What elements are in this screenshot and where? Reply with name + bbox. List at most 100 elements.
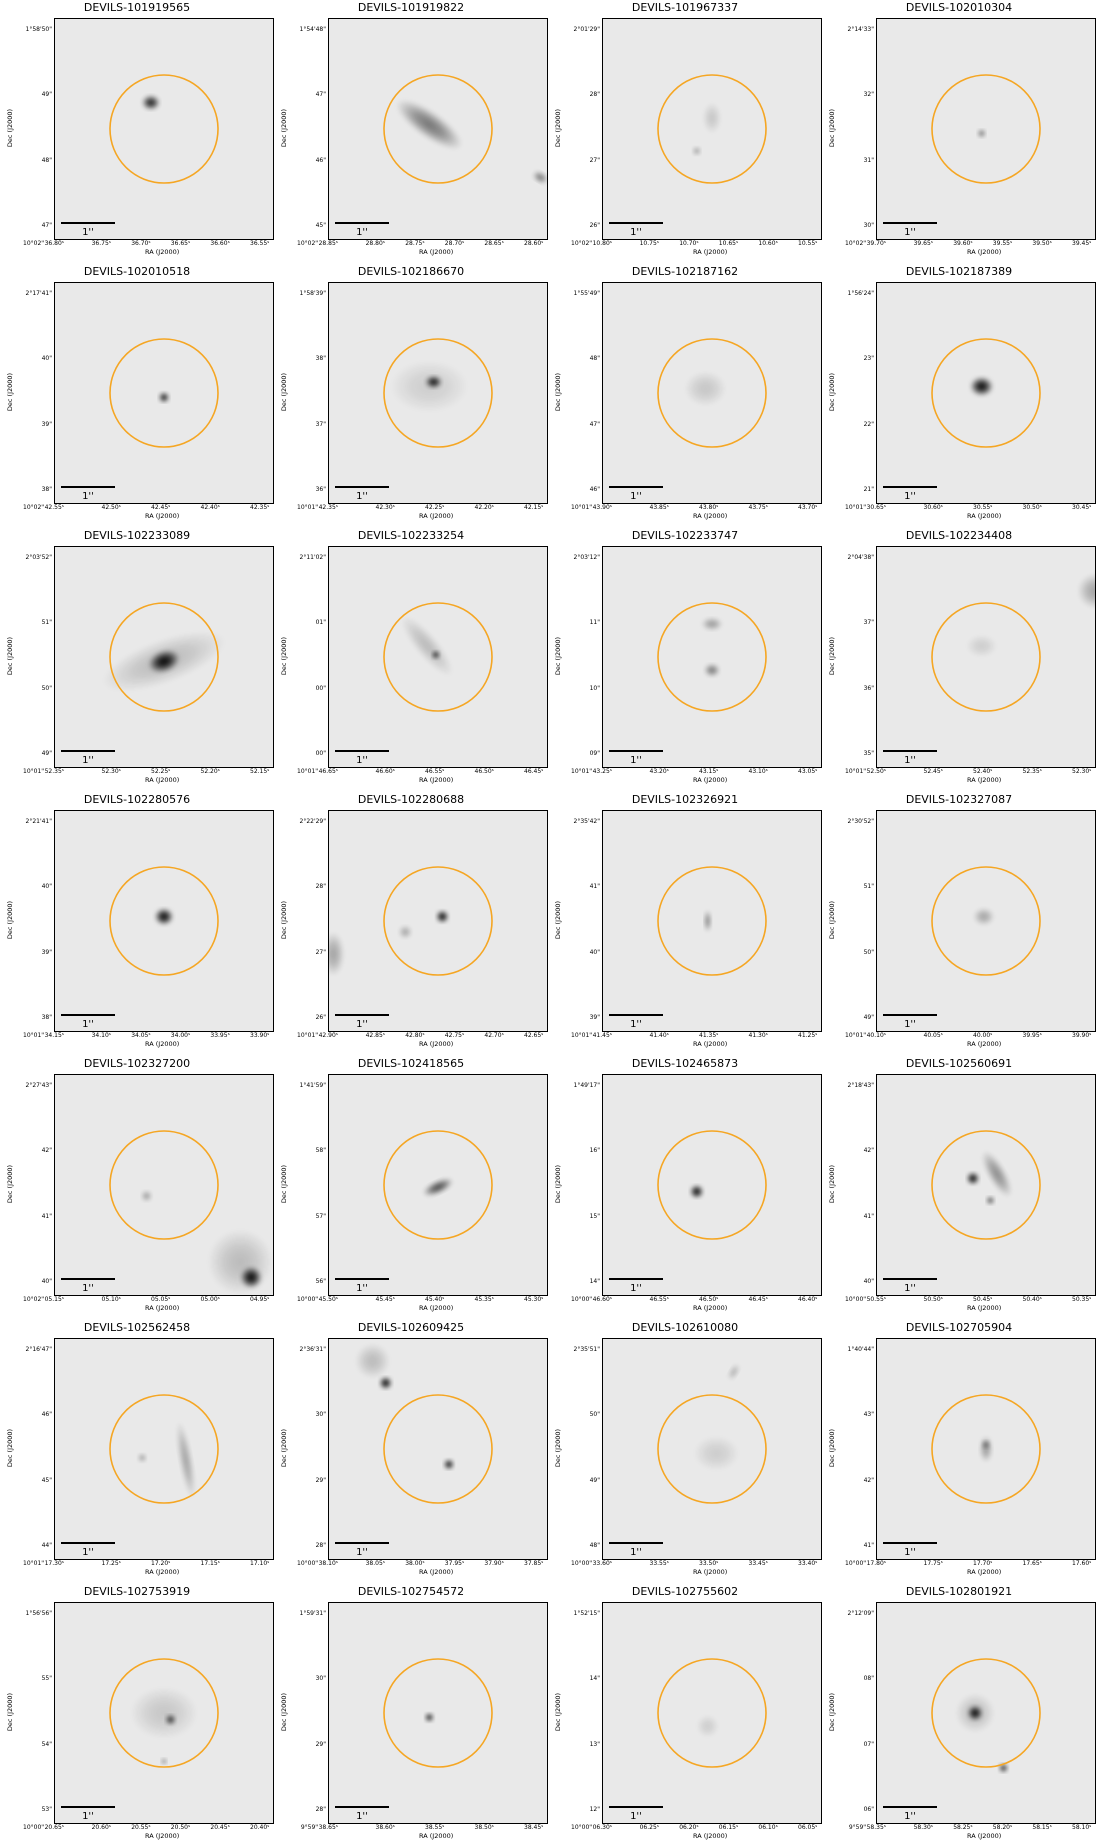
- x-axis-label: RA (J2000): [693, 1568, 728, 1576]
- galaxy-panel: DEVILS-102609425 1'' Dec (J2000) 2°36'31" 30…: [274, 1320, 548, 1583]
- x-axis-label: RA (J2000): [693, 248, 728, 256]
- galaxy-source: [158, 391, 170, 403]
- y-tick-label: 29": [315, 1476, 326, 1484]
- y-tick-label: 28": [315, 1806, 326, 1813]
- y-tick-label: 30": [315, 1411, 326, 1419]
- y-tick-label: 51": [863, 883, 874, 891]
- panel-title: DEVILS-102755602: [631, 1585, 739, 1598]
- x-axis-label: RA (J2000): [967, 1304, 1002, 1312]
- y-tick-label: 27": [589, 156, 600, 164]
- y-axis-label: Dec (J2000): [6, 108, 14, 148]
- galaxy-source: [102, 631, 226, 692]
- y-axis-label: Dec (J2000): [828, 108, 836, 148]
- galaxy-source: [207, 1229, 273, 1295]
- y-tick-label: 1°54'48": [299, 26, 327, 33]
- galaxy-image: 1'': [54, 282, 274, 504]
- x-tick-label: 41.25ˢ: [798, 1032, 818, 1039]
- x-tick-label: 36.65ˢ: [170, 240, 191, 247]
- scale-bar-label: 1'': [630, 1547, 642, 1558]
- x-tick-label: 39.60ˢ: [953, 240, 973, 247]
- y-tick-label: 42": [863, 1476, 874, 1484]
- x-tick-label: 28.75ˢ: [405, 240, 425, 247]
- x-tick-label: 38.60ˢ: [375, 1824, 395, 1831]
- galaxy-source: [689, 1184, 704, 1199]
- x-tick-label: 10°01''52.35ˢ: [23, 768, 64, 775]
- galaxy-image: 1'': [328, 18, 548, 240]
- x-axis-label: RA (J2000): [967, 776, 1002, 784]
- y-tick-label: 2°21'41": [25, 818, 53, 825]
- galaxy-source: [692, 146, 702, 156]
- x-tick-label: 41.35ˢ: [699, 1032, 719, 1039]
- x-tick-label: 42.20ˢ: [474, 504, 494, 511]
- panel-title: DEVILS-102609425: [357, 1321, 465, 1334]
- galaxy-panel: DEVILS-102186670 1'' Dec (J2000) 1°58'39" 38…: [274, 264, 548, 527]
- x-axis-label: RA (J2000): [967, 1568, 1002, 1576]
- scale-bar-label: 1'': [630, 755, 642, 766]
- y-tick-label: 1°58'50": [25, 26, 53, 33]
- x-axis-label: RA (J2000): [145, 248, 180, 256]
- y-tick-label: 31": [863, 156, 874, 164]
- y-axis-label: Dec (J2000): [280, 1428, 288, 1468]
- x-axis-label: RA (J2000): [967, 1832, 1002, 1840]
- x-tick-label: 43.80ˢ: [699, 504, 719, 511]
- x-tick-label: 10°01''41.45ˢ: [571, 1032, 612, 1039]
- scale-bar-label: 1'': [82, 227, 94, 238]
- x-axis-label: RA (J2000): [145, 776, 180, 784]
- y-tick-label: 45": [315, 222, 326, 229]
- panel-title: DEVILS-102010518: [83, 265, 191, 278]
- x-axis-label: RA (J2000): [145, 1304, 180, 1312]
- scale-bar-label: 1'': [630, 1811, 642, 1822]
- x-tick-label: 10°02''42.55ˢ: [23, 504, 64, 511]
- y-axis-label: Dec (J2000): [280, 900, 288, 940]
- aperture-circle: [109, 602, 219, 712]
- y-tick-label: 53": [41, 1806, 52, 1813]
- x-tick-label: 52.15ˢ: [250, 768, 270, 775]
- galaxy-panel: DEVILS-102465873 1'' Dec (J2000) 1°49'17" 16…: [548, 1056, 822, 1319]
- scale-bar-label: 1'': [630, 491, 642, 502]
- y-tick-label: 47": [41, 222, 52, 229]
- x-tick-label: 39.65ˢ: [913, 240, 934, 247]
- y-tick-label: 14": [589, 1278, 600, 1285]
- y-tick-label: 1°41'59": [299, 1082, 327, 1089]
- x-tick-label: 42.30ˢ: [375, 504, 395, 511]
- y-tick-label: 00": [315, 684, 326, 692]
- galaxy-image: 1'': [54, 18, 274, 240]
- x-axis-label: RA (J2000): [419, 1304, 454, 1312]
- y-axis-label: Dec (J2000): [554, 636, 562, 676]
- aperture-circle: [383, 338, 493, 448]
- x-tick-label: 05.05ˢ: [151, 1296, 171, 1303]
- galaxy-image: 1'': [876, 1338, 1096, 1560]
- x-tick-label: 42.65ˢ: [524, 1032, 544, 1039]
- y-tick-label: 46": [315, 156, 326, 164]
- x-axis-label: RA (J2000): [693, 1040, 728, 1048]
- y-tick-label: 37": [863, 619, 874, 627]
- aperture-circle: [657, 602, 767, 712]
- x-tick-label: 50.40ˢ: [1022, 1296, 1042, 1303]
- galaxy-source: [141, 1190, 153, 1202]
- x-tick-label: 10°01''52.50ˢ: [845, 768, 886, 775]
- x-tick-label: 40.05ˢ: [923, 1032, 943, 1039]
- x-tick-label: 38.55ˢ: [425, 1824, 445, 1831]
- galaxy-source: [969, 376, 994, 397]
- scale-bar-label: 1'': [356, 1811, 368, 1822]
- x-tick-label: 20.50ˢ: [170, 1824, 191, 1831]
- y-tick-label: 2°36'31": [299, 1346, 327, 1353]
- x-tick-label: 37.95ˢ: [444, 1560, 465, 1567]
- galaxy-source: [704, 663, 720, 677]
- x-tick-label: 17.15ˢ: [200, 1560, 220, 1567]
- y-tick-label: 49": [589, 1476, 600, 1484]
- x-tick-label: 46.45ˢ: [524, 768, 544, 775]
- y-tick-label: 50": [41, 684, 52, 692]
- x-tick-label: 10.60ˢ: [758, 240, 778, 247]
- y-tick-label: 46": [41, 1411, 52, 1419]
- y-tick-label: 32": [863, 91, 874, 99]
- scale-bar-label: 1'': [356, 1283, 368, 1294]
- x-tick-label: 17.20ˢ: [151, 1560, 171, 1567]
- y-tick-label: 26": [315, 1014, 326, 1021]
- y-tick-label: 2°22'29": [299, 818, 327, 825]
- galaxy-panel: DEVILS-102233747 1'' Dec (J2000) 2°03'12" 11…: [548, 528, 822, 791]
- y-tick-label: 27": [315, 948, 326, 956]
- y-tick-label: 36": [863, 684, 874, 692]
- y-tick-label: 2°30'52": [847, 818, 875, 825]
- x-tick-label: 58.10ˢ: [1072, 1824, 1092, 1831]
